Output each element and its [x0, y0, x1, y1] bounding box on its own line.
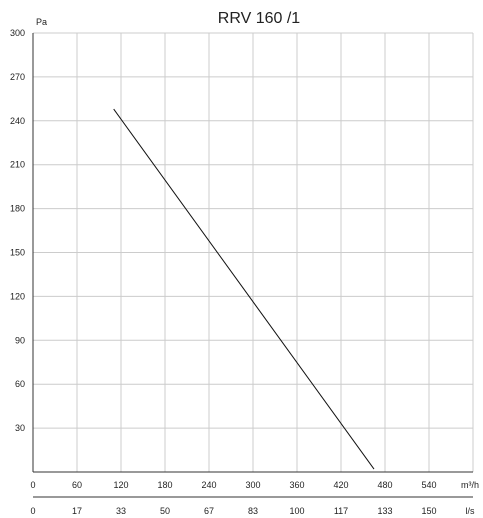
x-tick-label: 480	[377, 480, 392, 490]
x-tick-labels-m3h: 0 60 120 180 240 300 360 420 480 540	[30, 480, 436, 490]
chart-axes	[32, 33, 473, 498]
x-tick-label: 60	[72, 480, 82, 490]
y-axis-label: Pa	[36, 17, 47, 27]
x-tick-label: 0	[30, 480, 35, 490]
x-tick-label: 360	[289, 480, 304, 490]
x-tick-label-secondary: 33	[116, 506, 126, 516]
y-tick-label: 240	[10, 116, 25, 126]
x-tick-label: 300	[245, 480, 260, 490]
x-tick-label-secondary: 67	[204, 506, 214, 516]
y-tick-label: 300	[10, 28, 25, 38]
series-line	[113, 108, 375, 470]
x-tick-label: 180	[157, 480, 172, 490]
y-tick-label: 120	[10, 291, 25, 301]
x-tick-label-secondary: 50	[160, 506, 170, 516]
x-tick-label-secondary: 0	[30, 506, 35, 516]
series-layer	[113, 108, 375, 470]
x-tick-labels-ls: 0 17 33 50 67 83 100 117 133 150	[30, 506, 436, 516]
y-tick-labels: 30 60 90 120 150 180 210 240 270 300	[10, 28, 25, 433]
grid-lines	[33, 32, 474, 472]
x-tick-label-secondary: 17	[72, 506, 82, 516]
x-tick-label: 420	[333, 480, 348, 490]
x-tick-label-secondary: 83	[248, 506, 258, 516]
x-tick-label: 240	[201, 480, 216, 490]
x-tick-label-secondary: 150	[421, 506, 436, 516]
y-tick-label: 270	[10, 72, 25, 82]
y-tick-label: 150	[10, 248, 25, 258]
y-tick-label: 30	[15, 423, 25, 433]
chart-title: RRV 160 /1	[218, 10, 301, 27]
x-unit-ls-label: l/s	[466, 506, 476, 516]
y-tick-label: 90	[15, 335, 25, 345]
y-tick-label: 180	[10, 204, 25, 214]
y-tick-label: 210	[10, 160, 25, 170]
x-tick-label-secondary: 100	[289, 506, 304, 516]
x-tick-label-secondary: 133	[377, 506, 392, 516]
x-tick-label: 120	[113, 480, 128, 490]
y-tick-label: 60	[15, 379, 25, 389]
x-tick-label: 540	[421, 480, 436, 490]
x-unit-m3h-label: m³/h	[461, 480, 479, 490]
x-tick-label-secondary: 117	[334, 506, 348, 516]
